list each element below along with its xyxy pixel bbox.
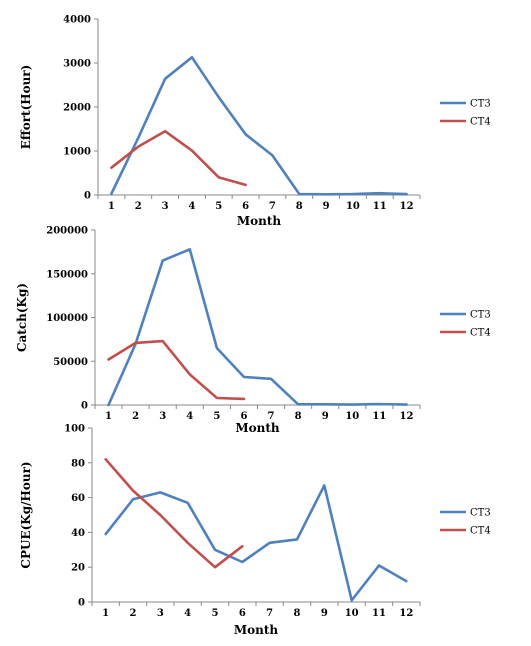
chart2-y-axis-title: Catch(Kg) — [15, 283, 29, 352]
chart1-y-tick-label: 1000 — [63, 147, 91, 158]
chart1-x-tick-label: 12 — [400, 201, 414, 212]
chart3-x-tick-label: 9 — [321, 608, 328, 619]
chart1-x-tick-label: 11 — [373, 201, 387, 212]
chart3-x-tick-label: 7 — [266, 608, 273, 619]
chart2-legend-label-ct3: CT3 — [470, 310, 491, 321]
chart3-series-ct3-line — [104, 484, 408, 602]
chart3-x-tick-label: 5 — [212, 608, 219, 619]
chart3-x-tick-label: 2 — [130, 608, 137, 619]
chart2-x-tick-label: 10 — [345, 411, 359, 422]
chart3-y-axis-title: CPUE(Kg/Hour) — [19, 461, 33, 568]
chart2-x-tick-label: 1 — [105, 411, 112, 422]
chart3-y-tick-label: 0 — [78, 598, 85, 609]
chart2-y-tick-label: 50000 — [53, 357, 88, 368]
chart1-y-axis-title: Effort(Hour) — [19, 65, 33, 150]
chart3-y-tick-label: 100 — [64, 424, 85, 435]
chart3-x-tick-label: 10 — [345, 608, 359, 619]
chart2-x-tick-label: 9 — [322, 411, 329, 422]
chart1-x-tick-label: 1 — [108, 201, 115, 212]
chart3-x-tick-label: 11 — [372, 608, 386, 619]
chart2-y-tick-label: 150000 — [46, 269, 88, 280]
chart2-x-axis-title: Month — [235, 421, 280, 435]
chart1-y-tick-label: 2000 — [63, 103, 91, 114]
chart1-series-ct4-line — [110, 129, 247, 187]
chart2-x-tick-label: 12 — [399, 411, 413, 422]
chart1-legend-label-ct3: CT3 — [470, 99, 491, 110]
chart3-y-tick-label: 80 — [71, 458, 85, 469]
chart3-series-ct4-line — [104, 457, 244, 569]
chart1-x-tick-label: 10 — [346, 201, 360, 212]
chart1-legend-label-ct4: CT4 — [470, 117, 491, 128]
chart1-legend: CT3 CT4 — [440, 99, 491, 128]
chart2-legend: CT3 CT4 — [440, 310, 491, 339]
chart1-x-tick-label: 4 — [188, 201, 195, 212]
chart1-y-tick-label: 4000 — [63, 15, 91, 26]
chart2-legend-label-ct4: CT4 — [470, 328, 491, 339]
chart3-y-tick-label: 20 — [71, 563, 85, 574]
chart3-y-tick-label: 40 — [71, 528, 85, 539]
chart1-x-tick-label: 5 — [215, 201, 222, 212]
chart2-x-tick-label: 5 — [213, 411, 220, 422]
chart3-legend: CT3 CT4 — [440, 508, 491, 537]
chart3-x-tick-label: 8 — [294, 608, 301, 619]
chart3-x-tick-label: 12 — [399, 608, 413, 619]
chart1-series-ct3-line — [110, 55, 408, 196]
chart2-x-tick-label: 4 — [186, 411, 193, 422]
chart1-y-tick-label: 3000 — [63, 59, 91, 70]
chart2-y-tick-label: 0 — [81, 401, 88, 412]
chart3-x-tick-label: 4 — [184, 608, 191, 619]
chart2-y-tick-label: 100000 — [46, 313, 88, 324]
chart2-x-tick-label: 6 — [240, 411, 247, 422]
chart2-x-tick-label: 3 — [159, 411, 166, 422]
chart1-x-axis-title: Month — [237, 214, 282, 228]
chart3-y-tick-label: 60 — [71, 493, 85, 504]
chart3-x-tick-label: 3 — [157, 608, 164, 619]
chart3-legend-label-ct4: CT4 — [470, 526, 491, 537]
chart1-x-tick-label: 8 — [296, 201, 303, 212]
chart1-x-tick-label: 7 — [269, 201, 276, 212]
chart1-x-tick-label: 9 — [323, 201, 330, 212]
chart2-y-tick-label: 200000 — [46, 226, 88, 237]
chart2-series-ct4-line — [107, 339, 246, 401]
chart3-x-axis-title: Month — [234, 623, 279, 637]
chart2-x-tick-label: 8 — [295, 411, 302, 422]
chart1-y-tick-label: 0 — [84, 191, 91, 202]
chart3-x-tick-label: 6 — [239, 608, 246, 619]
chart2-x-tick-label: 2 — [132, 411, 139, 422]
chart2-x-tick-label: 7 — [268, 411, 275, 422]
chart2-series-ct3-line — [107, 248, 408, 407]
chart1-x-tick-label: 6 — [242, 201, 249, 212]
chart2-x-tick-label: 11 — [372, 411, 386, 422]
chart1-x-tick-label: 2 — [135, 201, 142, 212]
chart3-legend-label-ct3: CT3 — [470, 508, 491, 519]
chart1-x-tick-label: 3 — [162, 201, 169, 212]
chart3-x-tick-label: 1 — [102, 608, 109, 619]
